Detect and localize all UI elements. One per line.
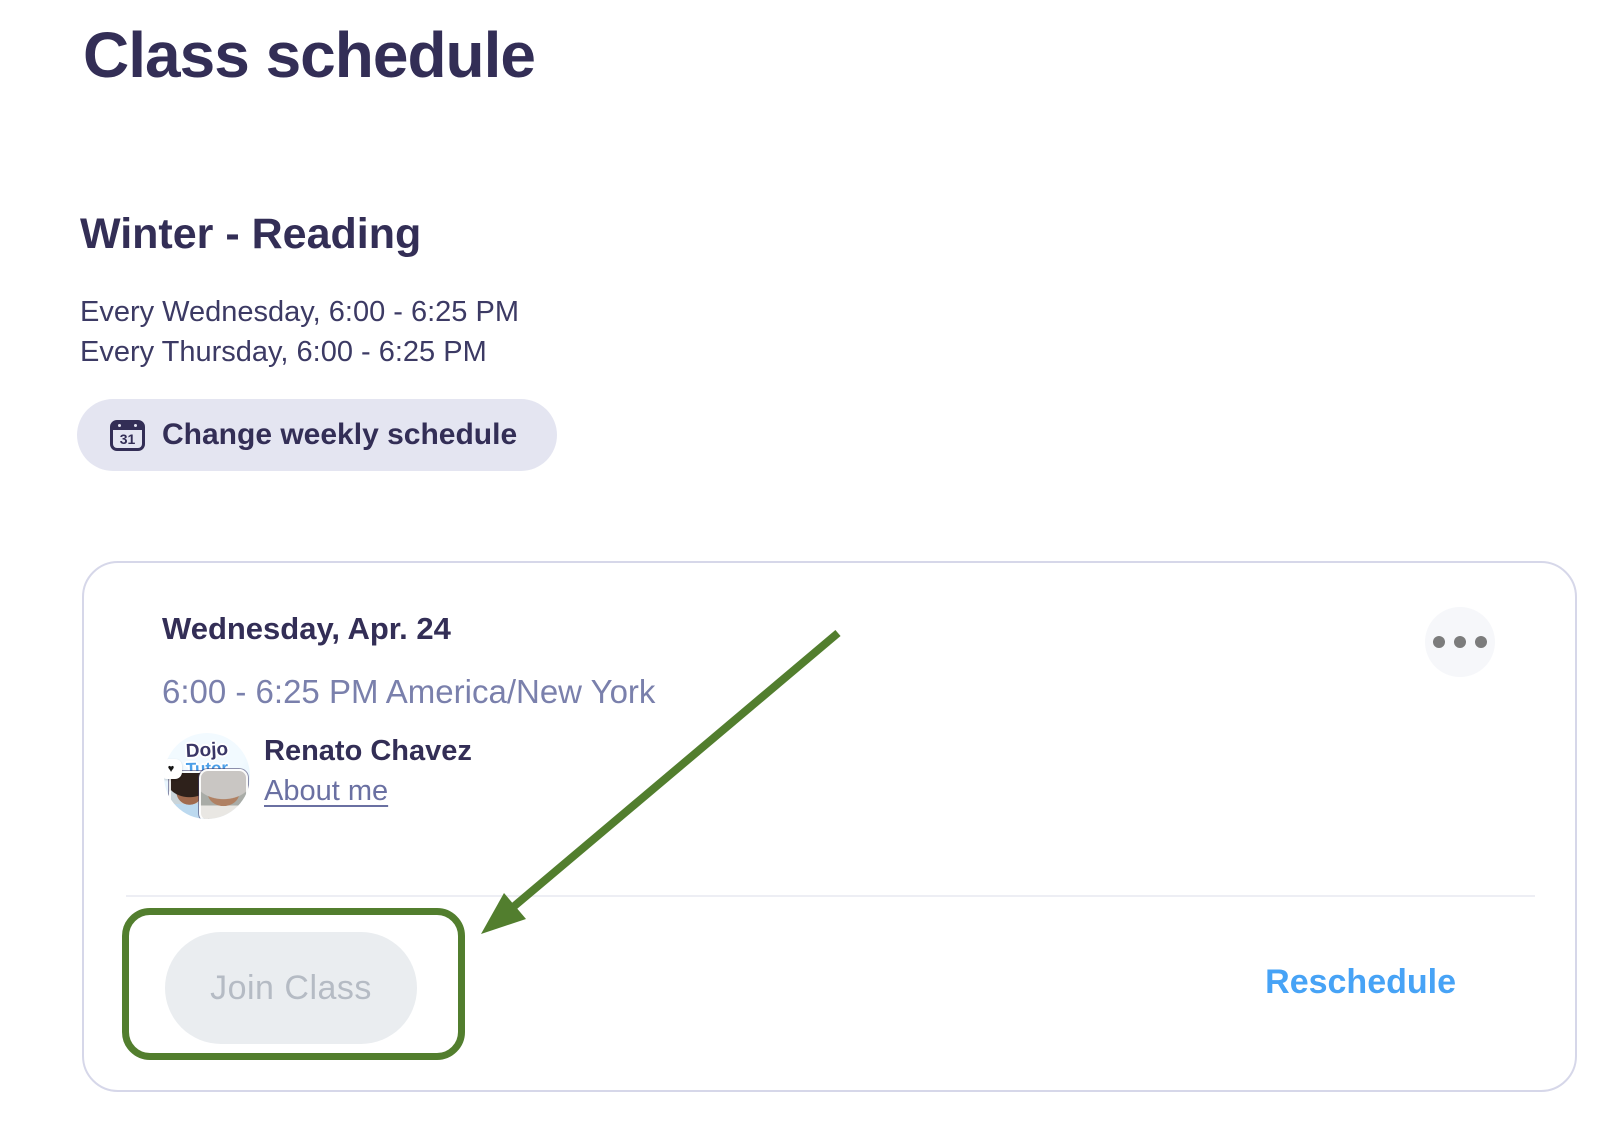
session-menu-button[interactable] <box>1425 607 1495 677</box>
kebab-dot-icon <box>1433 636 1445 648</box>
kebab-dot-icon <box>1475 636 1487 648</box>
calendar-icon: 31 <box>110 419 145 451</box>
heart-bubble-icon: ♥ <box>164 759 182 779</box>
schedule-line-wednesday: Every Wednesday, 6:00 - 6:25 PM <box>80 296 519 328</box>
session-date: Wednesday, Apr. 24 <box>162 611 451 646</box>
card-divider <box>126 895 1535 897</box>
session-card: Wednesday, Apr. 24 6:00 - 6:25 PM Americ… <box>82 561 1577 1092</box>
schedule-line-thursday: Every Thursday, 6:00 - 6:25 PM <box>80 336 487 368</box>
series-title: Winter - Reading <box>80 210 422 258</box>
change-weekly-schedule-button[interactable]: 31 Change weekly schedule <box>77 399 558 471</box>
join-class-button[interactable]: Join Class <box>165 932 417 1044</box>
about-me-link[interactable]: About me <box>264 775 389 807</box>
series-schedule: Every Wednesday, 6:00 - 6:25 PM Every Th… <box>80 292 519 372</box>
session-time: 6:00 - 6:25 PM America/New York <box>162 673 656 710</box>
change-weekly-schedule-label: Change weekly schedule <box>162 418 518 451</box>
kebab-dot-icon <box>1454 636 1466 648</box>
avatar-photo-tutor <box>199 769 248 819</box>
page-title: Class schedule <box>83 19 536 91</box>
reschedule-link[interactable]: Reschedule <box>1265 963 1456 1001</box>
tutor-avatar: Dojo Tutor ♥ <box>164 733 250 819</box>
tutor-name: Renato Chavez <box>264 735 472 767</box>
